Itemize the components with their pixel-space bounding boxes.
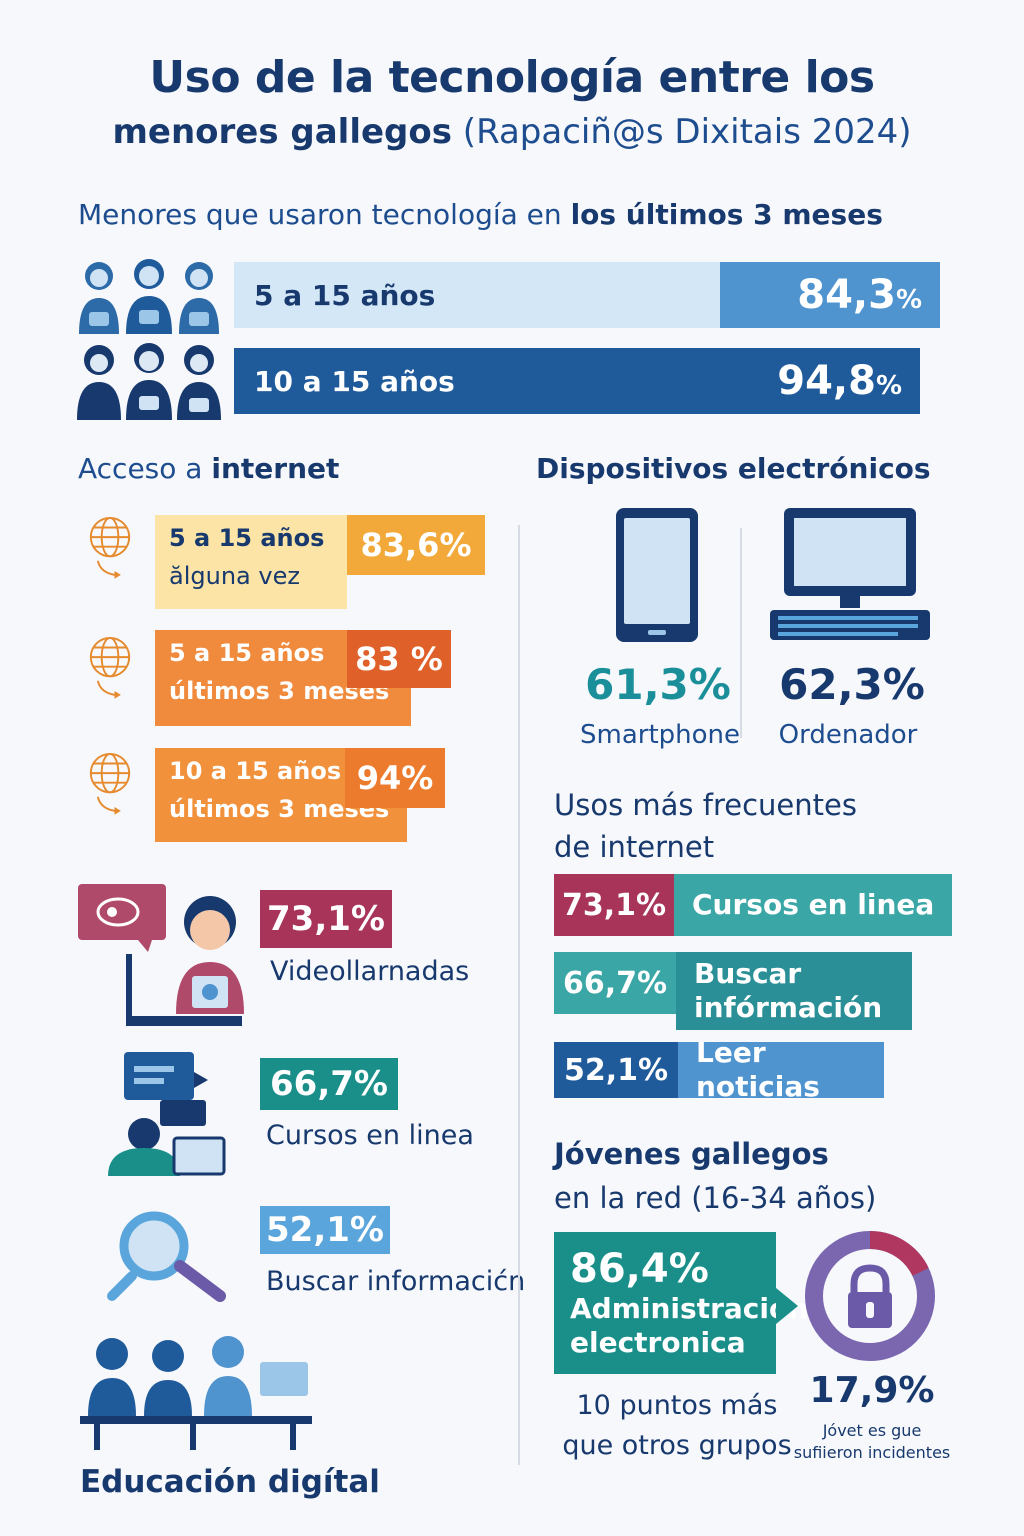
use-row-courses: 73,1% Cursos en linea xyxy=(554,874,952,936)
young-admin-label-2: electronica xyxy=(570,1326,746,1359)
search-label: Buscar informacićn xyxy=(266,1266,526,1297)
young-admin-box: 86,4% Administración electronica xyxy=(554,1232,809,1374)
online-course-icon xyxy=(108,1052,226,1176)
computer-value: 62,3% xyxy=(779,660,925,709)
devices-heading: Dispositivos electrónicos xyxy=(536,452,931,485)
page-subtitle: menores gallegos (Rapaciñ@s Dixitais 202… xyxy=(112,112,912,152)
courses-percent: 66,7% xyxy=(260,1058,398,1110)
videocall-label: Videollarnadas xyxy=(270,956,470,987)
devices-divider xyxy=(740,528,742,738)
frequent-uses-heading: Usos más frecuentes de internet xyxy=(554,788,857,864)
tech-bar-5-15: 5 a 15 años 84,3% xyxy=(234,262,940,328)
use-row-news-value: 52,1% xyxy=(554,1042,678,1098)
use-row-news: 52,1% Leer noticias xyxy=(554,1036,884,1103)
young-admin-label-1: Administración xyxy=(570,1292,809,1325)
use-row-news-label: Leer noticias xyxy=(678,1036,884,1103)
access-row-2-value: 83 % xyxy=(347,630,451,688)
column-divider xyxy=(518,525,520,1465)
globe-icon xyxy=(89,516,131,579)
internet-access-heading: Acceso a internet xyxy=(78,452,340,485)
tech-bar-5-15-label: 5 a 15 años xyxy=(254,278,436,312)
smartphone-value: 61,3% xyxy=(585,660,731,709)
computer-label: Ordenador xyxy=(778,720,918,750)
courses-label: Cursos en linea xyxy=(266,1120,474,1151)
use-row-search: 66,7% Buscar infórmación xyxy=(554,952,912,1030)
page-title: Uso de la tecnología entre los xyxy=(149,52,875,103)
computer-icon xyxy=(770,508,930,640)
access-row-1-label: 5 a 15 años ălguna vez xyxy=(155,515,347,609)
access-row-3-value: 94% xyxy=(345,748,445,808)
students-icon xyxy=(80,1336,312,1450)
videocall-percent: 73,1% xyxy=(260,890,392,948)
video-call-icon xyxy=(78,884,244,1026)
use-row-courses-label: Cursos en linea xyxy=(674,874,952,936)
access-row-2: 5 a 15 años últimos 3 meses 83 % xyxy=(155,630,451,726)
smartphone-icon xyxy=(616,508,698,642)
incident-ring xyxy=(805,1231,935,1361)
use-row-search-value: 66,7% xyxy=(554,952,676,1014)
globe-icon xyxy=(89,752,131,815)
tech-bar-5-15-value: 84,3% xyxy=(797,272,922,318)
magnifier-icon xyxy=(107,1211,226,1302)
tech-bar-10-15-label: 10 a 15 años xyxy=(254,364,455,398)
globe-icon xyxy=(89,636,131,699)
padlock-icon xyxy=(848,1264,892,1328)
tech-bar-5-15-fill xyxy=(720,262,940,328)
incident-label: Jóvet es gue sufiieron incidentes xyxy=(793,1421,951,1462)
young-note: 10 puntos más que otros grupos xyxy=(562,1390,792,1461)
tech-bar-10-15-value: 94,8% xyxy=(777,358,902,404)
use-row-search-label: Buscar infórmación xyxy=(676,952,912,1030)
smartphone-label: Smartphone xyxy=(579,720,740,750)
young-heading: Jóvenes gallegos en la red (16-34 años) xyxy=(554,1137,877,1215)
children-group-icon xyxy=(79,259,219,334)
access-row-1: 5 a 15 años ălguna vez 83,6% xyxy=(155,515,485,609)
pointer-arrow-icon xyxy=(776,1288,798,1324)
use-row-courses-value: 73,1% xyxy=(554,874,674,936)
search-percent: 52,1% xyxy=(260,1206,390,1254)
young-admin-value: 86,4% xyxy=(570,1246,709,1292)
teens-group-icon xyxy=(77,343,221,420)
access-row-1-value: 83,6% xyxy=(347,515,485,575)
tech-use-heading: Menores que usaron tecnología en los últ… xyxy=(78,198,883,231)
incident-value: 17,9% xyxy=(809,1370,935,1411)
access-row-3: 10 a 15 años últimos 3 meses 94% xyxy=(155,748,445,842)
tech-bar-10-15: 10 a 15 años 94,8% xyxy=(234,348,920,414)
digital-education-label: Educación digítal xyxy=(80,1464,380,1500)
